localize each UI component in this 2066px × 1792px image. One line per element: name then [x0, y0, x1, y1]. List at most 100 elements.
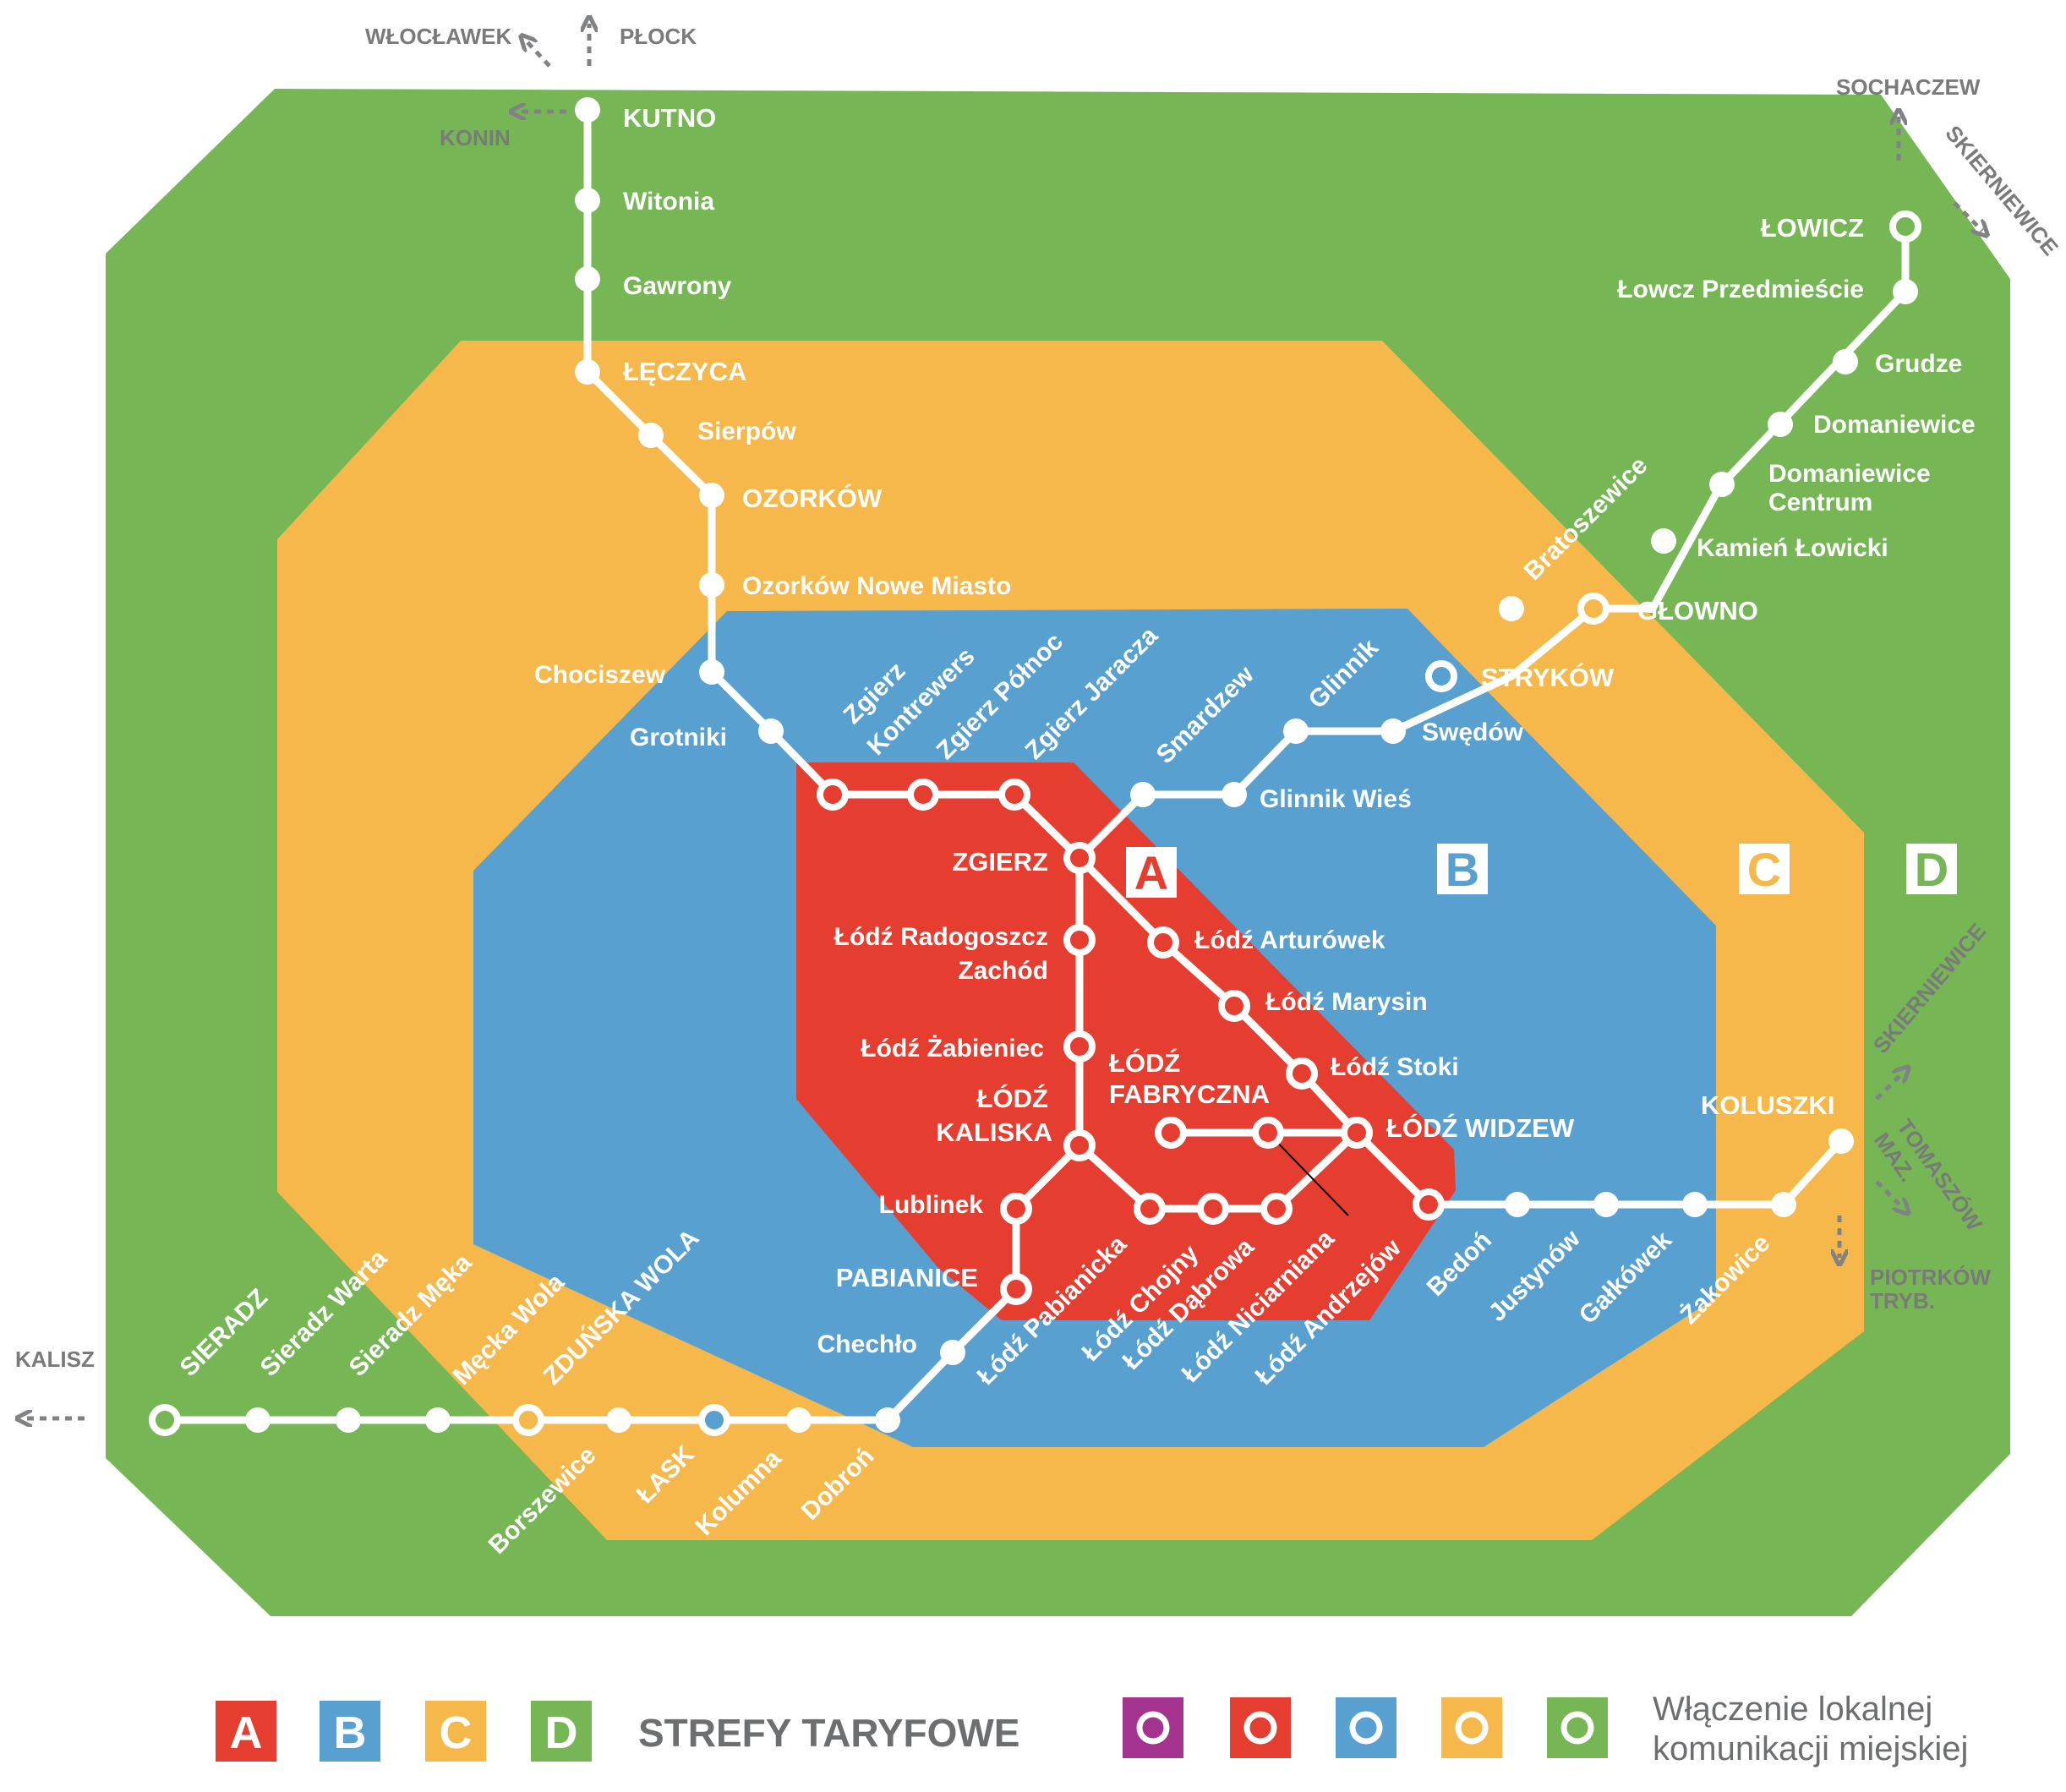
station-lublinek[interactable]	[1000, 1193, 1032, 1225]
station-lask[interactable]	[698, 1404, 730, 1436]
station-lodz-dabrowa[interactable]	[1197, 1193, 1229, 1225]
station-zdunska-wola[interactable]	[512, 1404, 544, 1436]
station-zakowice[interactable]	[1771, 1192, 1796, 1217]
label-glinnik-wies: Glinnik Wieś	[1260, 785, 1412, 813]
station-justynow[interactable]	[1505, 1192, 1530, 1217]
station-kamien-lowicki[interactable]	[1651, 528, 1676, 554]
station-strykow[interactable]	[1425, 660, 1457, 692]
legend-note-line2: komunikacji miejskiej	[1653, 1730, 1968, 1767]
label-radogoszcz-1: Łódź Radogoszcz	[834, 923, 1048, 951]
station-sieradz[interactable]	[149, 1404, 181, 1436]
station-radogoszcz[interactable]	[1063, 924, 1096, 956]
label-fabryczna-1: ŁÓDŹ	[1109, 1047, 1180, 1078]
label-marysin: Łódź Marysin	[1265, 988, 1428, 1016]
label-lublinek: Lublinek	[879, 1191, 984, 1219]
label-leczyca: ŁĘCZYCA	[623, 357, 746, 386]
station-zgierz-kontrewers[interactable]	[817, 779, 849, 811]
label-kamien-lowicki: Kamień Łowicki	[1697, 534, 1888, 562]
station-bedon[interactable]	[1593, 1192, 1619, 1217]
station-lowicz-przedmiescie[interactable]	[1893, 279, 1918, 304]
station-kolumna[interactable]	[786, 1407, 812, 1433]
station-glinnik-wies[interactable]	[1222, 782, 1247, 807]
station-chechlo[interactable]	[940, 1340, 965, 1365]
station-dobron[interactable]	[875, 1407, 900, 1433]
station-fabryczna-mid[interactable]	[1252, 1117, 1284, 1149]
station-lowicz[interactable]	[1889, 210, 1921, 243]
label-sierpow: Sierpów	[697, 418, 796, 445]
label-fabryczna-2: FABRYCZNA	[1109, 1079, 1270, 1109]
legend-swatch-blue	[1336, 1697, 1396, 1758]
station-labels: KUTNO Witonia Gawrony ŁĘCZYCA Sierpów OZ…	[534, 103, 1976, 1358]
station-grudze[interactable]	[1833, 349, 1858, 374]
label-glowno: GŁOWNO	[1637, 596, 1758, 626]
station-ozorkow-nm[interactable]	[699, 572, 724, 598]
station-bratoszewice[interactable]	[1499, 596, 1524, 621]
station-sierpow[interactable]	[638, 423, 664, 448]
legend-zone-c	[425, 1701, 486, 1762]
station-mecka-wola[interactable]	[425, 1407, 451, 1433]
station-koluszki[interactable]	[1828, 1128, 1854, 1154]
legend-ring-green-icon	[1560, 1711, 1594, 1745]
legend-zone-d-letter: D	[545, 1707, 578, 1758]
label-domaniewice: Domaniewice	[1813, 411, 1976, 439]
station-zgierz-jaracza[interactable]	[998, 779, 1030, 811]
station-leczyca[interactable]	[575, 359, 600, 385]
station-marysin[interactable]	[1218, 990, 1250, 1022]
station-kaliska[interactable]	[1063, 1129, 1096, 1161]
station-lodz-andrzejow[interactable]	[1413, 1188, 1445, 1221]
legend-zone-a-letter: A	[230, 1707, 263, 1758]
station-stoki[interactable]	[1286, 1057, 1318, 1090]
ext-wloclawek: WŁOCŁAWEK	[365, 24, 512, 49]
station-grotniki[interactable]	[758, 718, 784, 744]
legend-ring-blue-icon	[1349, 1711, 1383, 1745]
arrow-skierniewice-right-icon	[1875, 1072, 1904, 1101]
station-widzew[interactable]	[1341, 1117, 1373, 1149]
legend-note-line1: Włączenie lokalnej	[1653, 1691, 1932, 1728]
station-glowno[interactable]	[1577, 593, 1610, 625]
station-zgierz-polnoc[interactable]	[907, 779, 939, 811]
arrow-skierniewice-top-icon	[1953, 201, 1982, 231]
station-fabryczna[interactable]	[1155, 1117, 1187, 1149]
label-koluszki: KOLUSZKI	[1701, 1090, 1834, 1120]
station-swedow[interactable]	[1380, 718, 1406, 744]
label-grotniki: Grotniki	[630, 724, 727, 751]
station-borszewice[interactable]	[606, 1407, 631, 1433]
label-lowicz-przedmiescie: Łowcz Przedmieście	[1617, 276, 1864, 303]
station-zabieniec[interactable]	[1063, 1030, 1096, 1063]
zone-b-letter: B	[1446, 843, 1479, 896]
zone-a-area	[796, 762, 1456, 1320]
station-gawrony[interactable]	[575, 266, 600, 292]
label-kaliska-1: ŁÓDŹ	[977, 1083, 1048, 1113]
label-kaliska-2: KALISKA	[936, 1117, 1052, 1147]
station-chociszew[interactable]	[699, 659, 724, 685]
station-zgierz[interactable]	[1063, 842, 1096, 874]
arrow-tomaszow-icon	[1875, 1180, 1904, 1209]
station-glinnik[interactable]	[1283, 718, 1309, 744]
station-galkowek[interactable]	[1682, 1192, 1708, 1217]
station-domaniewice-centrum[interactable]	[1709, 472, 1735, 497]
station-kutno[interactable]	[575, 97, 600, 123]
label-pabianice: PABIANICE	[836, 1263, 978, 1292]
label-gawrony: Gawrony	[623, 272, 732, 300]
legend-ring-purple-icon	[1136, 1711, 1170, 1745]
label-chechlo: Chechło	[817, 1330, 917, 1358]
connector-mark	[1267, 1132, 1349, 1216]
legend-zone-a	[216, 1701, 276, 1762]
label-strykow: STRYKÓW	[1481, 662, 1615, 692]
station-witonia[interactable]	[575, 188, 600, 213]
station-lodz-niciarniana[interactable]	[1260, 1193, 1293, 1225]
station-sieradz-warta[interactable]	[245, 1407, 271, 1433]
label-domaniewice-centrum-2: Centrum	[1768, 489, 1872, 516]
station-pabianice[interactable]	[1000, 1273, 1032, 1305]
station-lodz-chojny[interactable]	[1134, 1193, 1166, 1225]
station-sieradz-meka[interactable]	[336, 1407, 361, 1433]
station-smardzew[interactable]	[1130, 782, 1156, 807]
station-arturowek[interactable]	[1147, 926, 1179, 959]
label-grudze: Grudze	[1875, 350, 1962, 378]
legend-swatch-green	[1547, 1697, 1608, 1758]
zone-c-badge	[1739, 844, 1790, 894]
legend-swatch-red	[1230, 1697, 1291, 1758]
station-ozorkow[interactable]	[699, 483, 724, 508]
label-domaniewice-centrum-1: Domaniewice	[1768, 460, 1931, 488]
station-domaniewice[interactable]	[1768, 412, 1793, 437]
